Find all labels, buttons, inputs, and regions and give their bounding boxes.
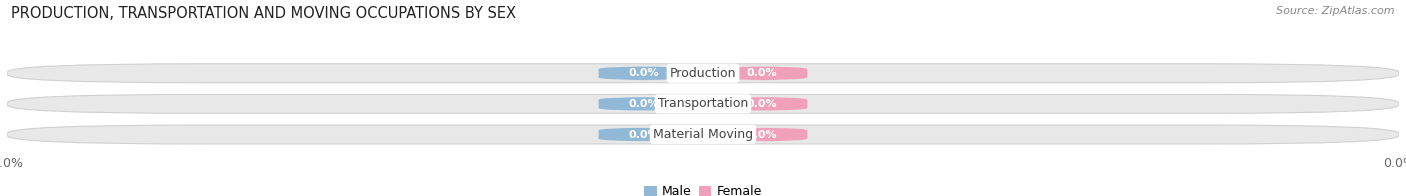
Text: 0.0%: 0.0%	[747, 99, 778, 109]
Text: Material Moving: Material Moving	[652, 128, 754, 141]
FancyBboxPatch shape	[7, 94, 1399, 113]
FancyBboxPatch shape	[599, 97, 689, 111]
Legend: Male, Female: Male, Female	[640, 181, 766, 196]
Text: 0.0%: 0.0%	[747, 68, 778, 78]
Text: 0.0%: 0.0%	[747, 130, 778, 140]
Text: 0.0%: 0.0%	[628, 68, 659, 78]
Text: Source: ZipAtlas.com: Source: ZipAtlas.com	[1277, 6, 1395, 16]
FancyBboxPatch shape	[717, 97, 807, 111]
Text: Transportation: Transportation	[658, 97, 748, 110]
Text: 0.0%: 0.0%	[628, 99, 659, 109]
FancyBboxPatch shape	[599, 128, 689, 141]
Text: Production: Production	[669, 67, 737, 80]
FancyBboxPatch shape	[599, 66, 689, 80]
Text: 0.0%: 0.0%	[628, 130, 659, 140]
FancyBboxPatch shape	[717, 128, 807, 141]
FancyBboxPatch shape	[7, 64, 1399, 83]
Text: PRODUCTION, TRANSPORTATION AND MOVING OCCUPATIONS BY SEX: PRODUCTION, TRANSPORTATION AND MOVING OC…	[11, 6, 516, 21]
FancyBboxPatch shape	[7, 125, 1399, 144]
FancyBboxPatch shape	[717, 66, 807, 80]
